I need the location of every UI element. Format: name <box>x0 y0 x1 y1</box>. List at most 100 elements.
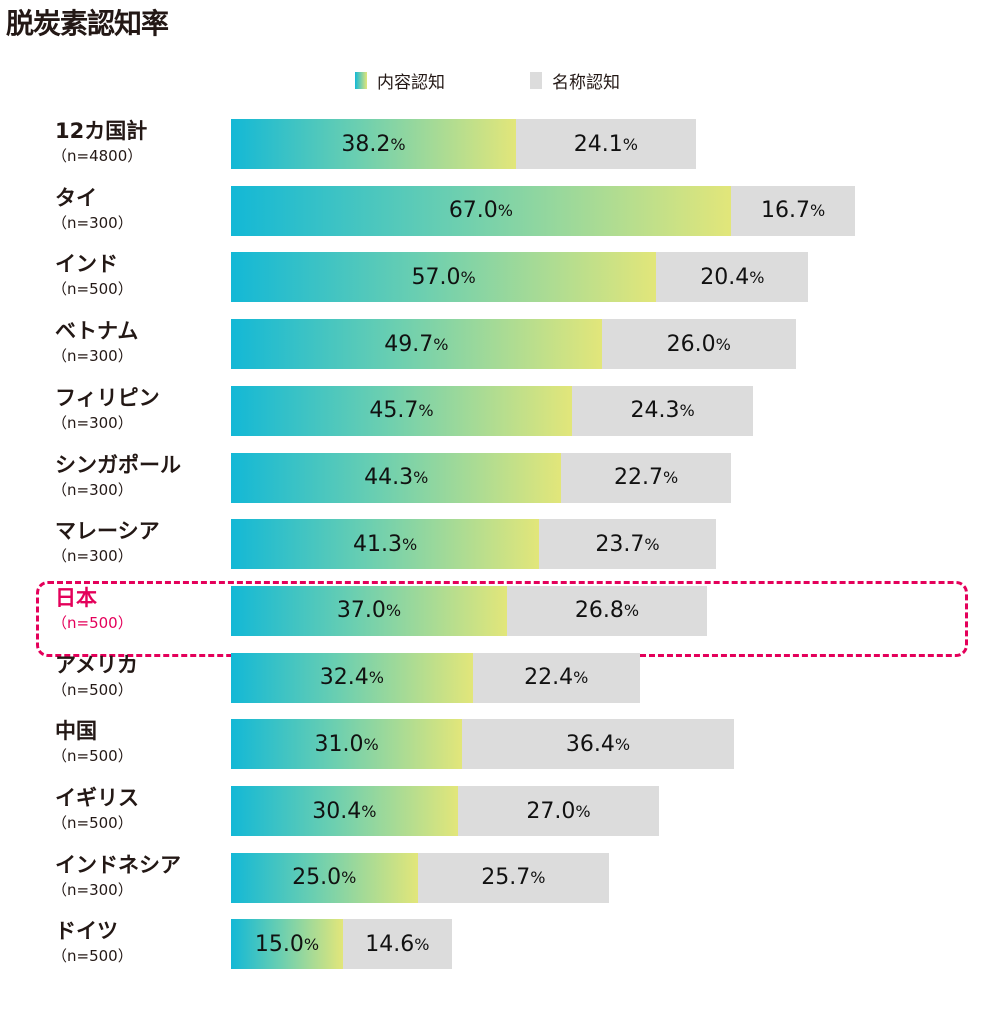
unit-label: % <box>385 601 402 621</box>
bar-name-awareness: 23.7% <box>539 519 716 570</box>
legend-swatch <box>355 72 367 89</box>
unit-label: % <box>418 401 434 421</box>
bar-content-awareness: 49.7% <box>231 319 602 370</box>
legend-label: 名称認知 <box>552 73 620 93</box>
unit-label: % <box>361 801 377 821</box>
unit-label: % <box>368 668 384 688</box>
unit-label: % <box>433 334 449 354</box>
sample-size-label: （n=500） <box>52 680 133 699</box>
bar-row: 12カ国計 （n=4800） 38.2% 24.1% <box>0 119 1000 169</box>
bar-name-awareness: 20.4% <box>656 252 809 303</box>
bar-name-awareness: 22.7% <box>561 452 731 503</box>
bar-name-awareness: 14.6% <box>342 919 452 970</box>
category-label: 12カ国計 <box>55 119 148 143</box>
category-label: イギリス <box>55 786 139 810</box>
unit-label: % <box>390 134 406 154</box>
data-label: 15.0 <box>254 931 304 957</box>
sample-size-label: （n=4800） <box>52 147 143 165</box>
sample-size-label: （n=300） <box>52 413 133 432</box>
category-label: ドイツ <box>55 919 118 944</box>
legend-item-content: 内容認知 <box>355 68 445 93</box>
data-label: 26.8 <box>574 598 624 624</box>
bar-row: タイ （n=300） 67.0% 16.7% <box>0 185 1000 236</box>
data-label: 41.3 <box>352 531 402 557</box>
bar-row: インド （n=500） 57.0% 20.4% <box>0 252 1000 303</box>
chart-title: 脱炭素認知率 <box>6 7 169 40</box>
unit-label: % <box>413 468 429 487</box>
data-label: 20.4 <box>700 264 750 290</box>
bar-content-awareness: 38.2% <box>231 119 516 169</box>
data-label: 22.4 <box>524 665 574 691</box>
bar-content-awareness: 41.3% <box>231 519 540 570</box>
bar-row: シンガポール （n=300） 44.3% 22.7% <box>0 452 1000 503</box>
unit-label: % <box>809 201 826 221</box>
data-label: 26.0 <box>666 331 716 357</box>
data-label: 49.7 <box>384 331 434 357</box>
sample-size-label: （n=300） <box>52 480 133 499</box>
category-label: シンガポール <box>55 452 181 477</box>
data-label: 23.7 <box>595 531 645 557</box>
bar-content-awareness: 57.0% <box>231 252 657 303</box>
bar-row: マレーシア （n=300） 41.3% 23.7% <box>0 519 1000 570</box>
data-label: 32.4 <box>319 665 369 691</box>
legend-swatch <box>530 72 542 89</box>
data-label: 57.0 <box>411 264 461 290</box>
unit-label: % <box>401 534 418 554</box>
bar-row: 日本 （n=500） 37.0% 26.8% <box>0 585 1000 636</box>
bar-name-awareness: 26.8% <box>507 585 707 636</box>
sample-size-label: （n=500） <box>52 613 133 632</box>
category-label: アメリカ <box>55 652 138 677</box>
category-label: 中国 <box>55 719 97 744</box>
bar-content-awareness: 37.0% <box>231 585 508 636</box>
sample-size-label: （n=500） <box>52 280 133 299</box>
unit-label: % <box>715 334 731 354</box>
unit-label: % <box>460 267 476 287</box>
category-label: タイ <box>55 185 97 210</box>
bar-content-awareness: 44.3% <box>231 452 562 503</box>
bar-row: インドネシア （n=300） 25.0% 25.7% <box>0 852 1000 903</box>
category-label: マレーシア <box>55 519 160 544</box>
category-label: 日本 <box>55 585 97 610</box>
unit-label: % <box>530 868 546 888</box>
data-label: 25.7 <box>481 865 531 891</box>
category-label: フィリピン <box>55 385 160 410</box>
unit-label: % <box>414 934 430 954</box>
bar-name-awareness: 24.1% <box>515 119 696 169</box>
bar-content-awareness: 67.0% <box>231 185 731 236</box>
data-label: 16.7 <box>761 198 810 224</box>
unit-label: % <box>663 468 679 487</box>
unit-label: % <box>644 534 660 554</box>
unit-label: % <box>622 134 638 154</box>
bar-content-awareness: 45.7% <box>231 385 572 436</box>
data-label: 30.4 <box>312 798 362 824</box>
data-label: 38.2 <box>341 131 391 157</box>
bar-row: ベトナム （n=300） 49.7% 26.0% <box>0 319 1000 370</box>
category-label: インドネシア <box>55 852 181 877</box>
unit-label: % <box>679 401 695 421</box>
bar-row: アメリカ （n=500） 32.4% 22.4% <box>0 652 1000 703</box>
bar-row: 中国 （n=500） 31.0% 36.4% <box>0 719 1000 770</box>
unit-label: % <box>573 668 589 688</box>
data-label: 67.0 <box>448 198 498 224</box>
sample-size-label: （n=500） <box>52 814 133 832</box>
sample-size-label: （n=500） <box>52 747 133 766</box>
data-label: 31.0 <box>314 731 364 757</box>
bar-name-awareness: 36.4% <box>462 719 734 770</box>
data-label: 45.7 <box>369 398 419 424</box>
bar-content-awareness: 32.4% <box>231 652 473 703</box>
unit-label: % <box>623 601 640 621</box>
legend-item-name: 名称認知 <box>530 68 620 93</box>
data-label: 22.7 <box>614 465 664 490</box>
category-label: ベトナム <box>55 319 139 344</box>
data-label: 27.0 <box>526 798 576 824</box>
data-label: 25.0 <box>292 865 342 891</box>
sample-size-label: （n=300） <box>52 347 133 366</box>
bar-row: ドイツ （n=500） 15.0% 14.6% <box>0 919 1000 970</box>
data-label: 44.3 <box>364 465 414 490</box>
bar-row: イギリス （n=500） 30.4% 27.0% <box>0 786 1000 836</box>
unit-label: % <box>341 868 357 888</box>
bar-row: フィリピン （n=300） 45.7% 24.3% <box>0 385 1000 436</box>
bar-name-awareness: 25.7% <box>417 852 610 903</box>
data-label: 14.6 <box>365 931 415 957</box>
unit-label: % <box>614 734 631 754</box>
